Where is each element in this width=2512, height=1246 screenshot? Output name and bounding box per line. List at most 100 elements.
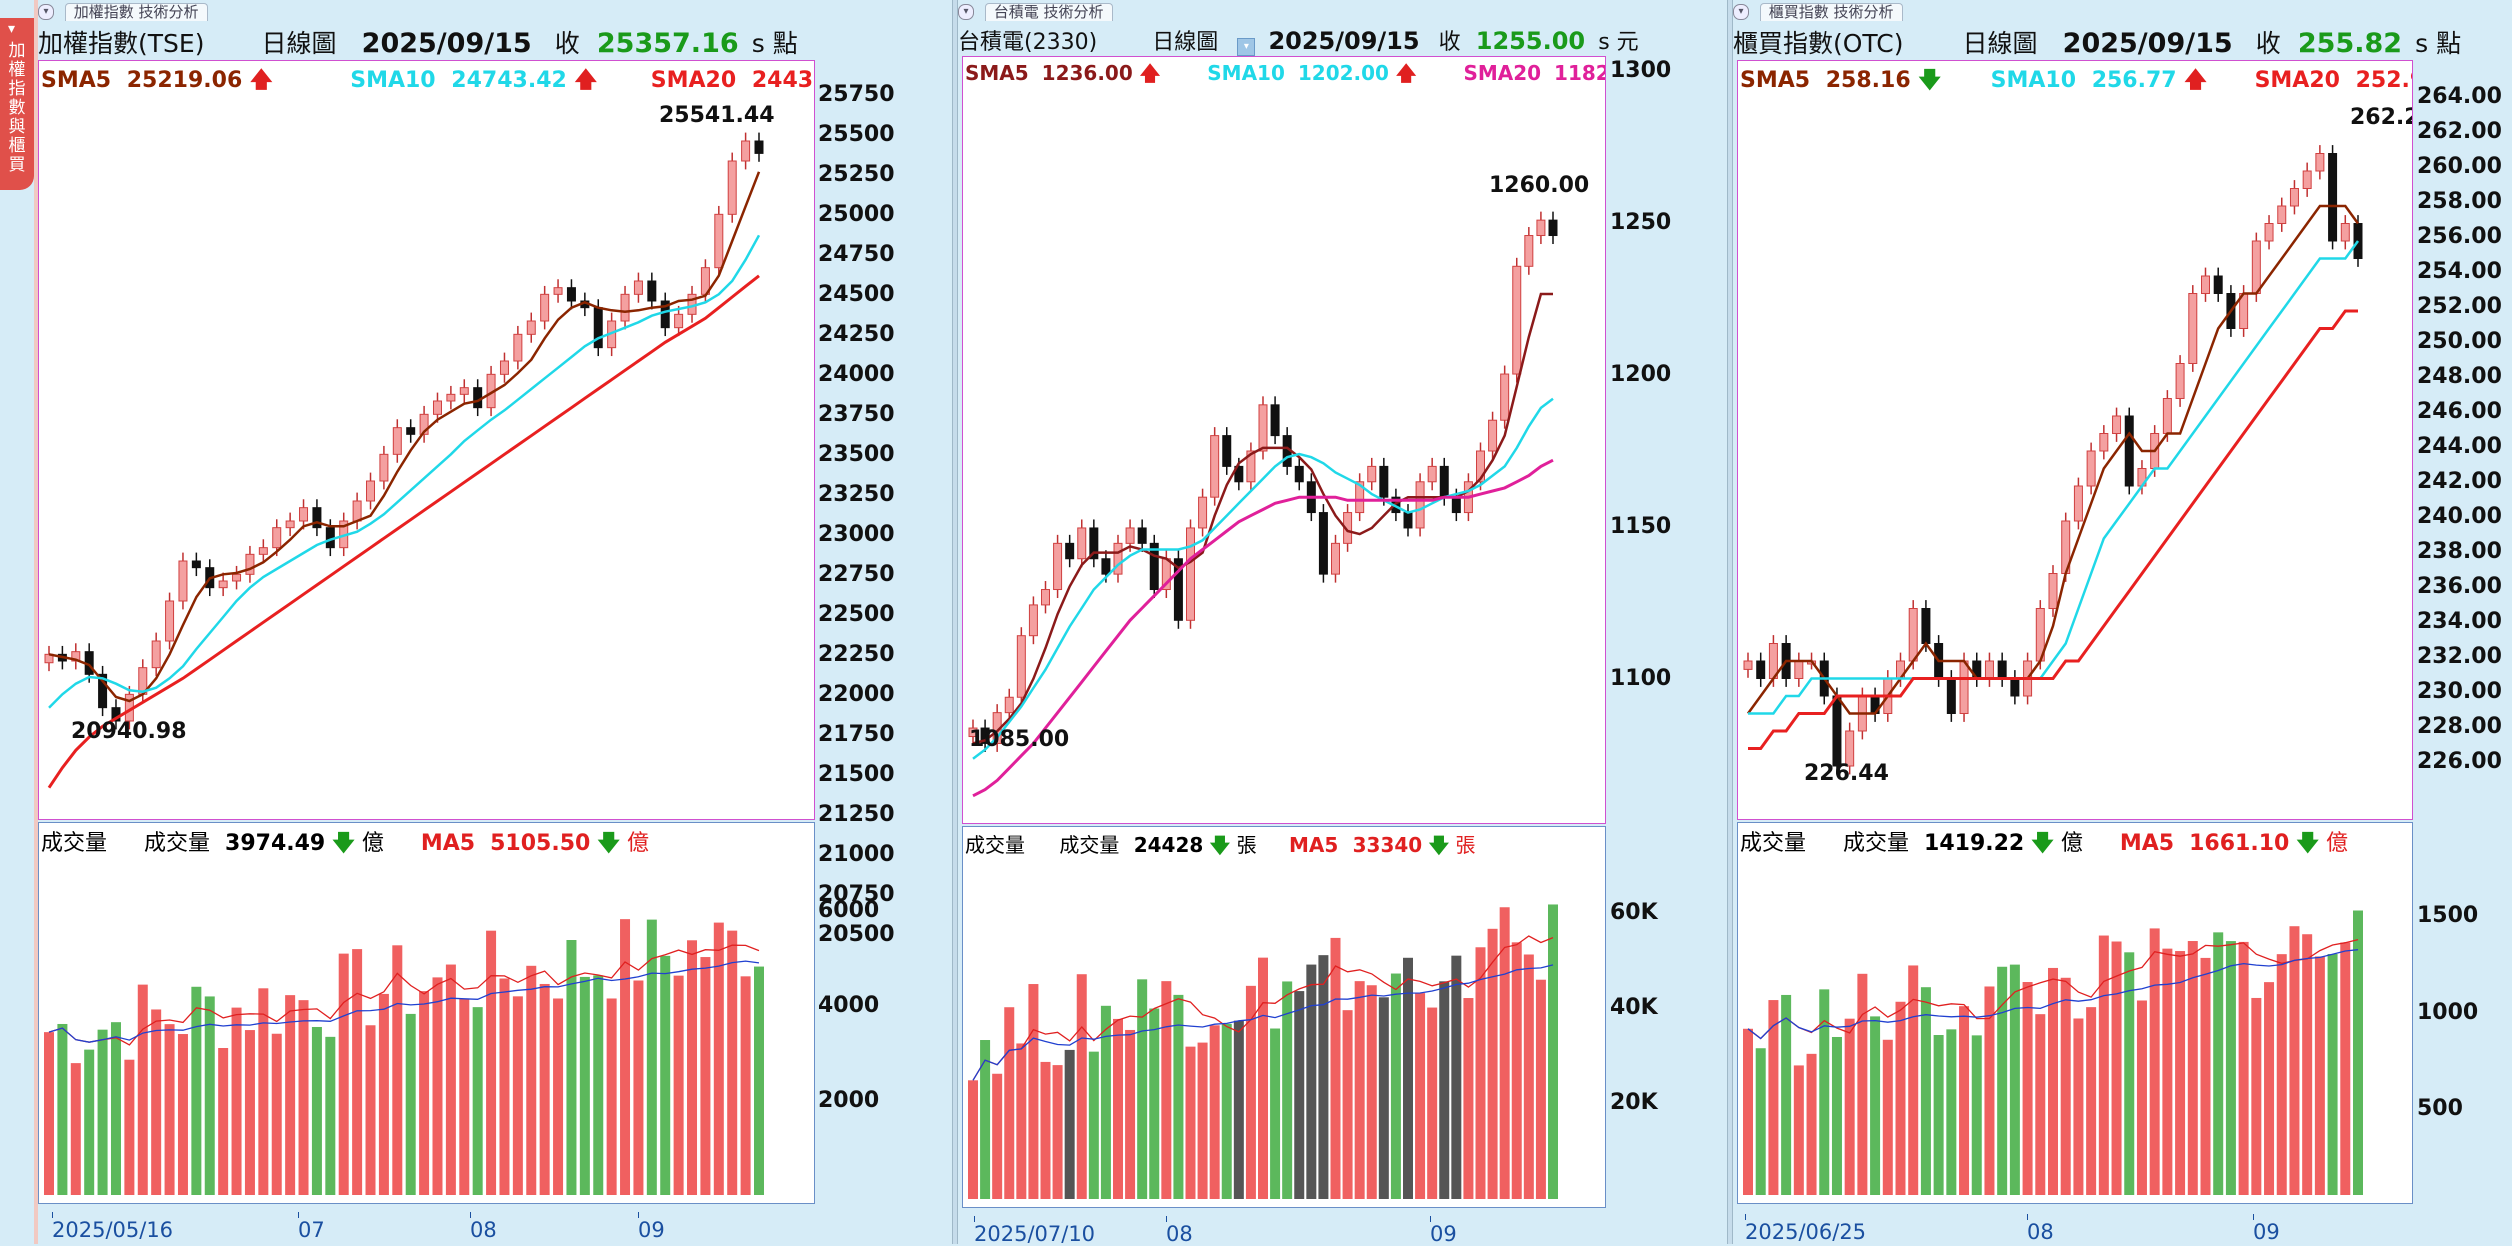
date-value[interactable]: 2025/09/15	[1268, 27, 1420, 55]
candle-body	[1149, 542, 1159, 591]
price-tick-label: 23750	[818, 402, 895, 427]
volume-bar	[472, 1007, 483, 1195]
price-tick-label: 226.00	[2417, 749, 2502, 774]
candle-body	[2048, 573, 2058, 609]
volume-bar	[1245, 985, 1256, 1199]
panel-splitter-1[interactable]	[952, 0, 958, 1244]
candle-body	[1222, 435, 1232, 467]
volume-bar	[2238, 941, 2249, 1195]
period-label[interactable]: 日線圖	[1152, 30, 1219, 55]
period-label[interactable]: 日線圖	[261, 29, 337, 58]
price-tick-label: 24750	[818, 242, 895, 267]
volume-bar	[1844, 1018, 1855, 1195]
sma-line-sma20	[972, 458, 1554, 798]
price-tick-label: 238.00	[2417, 539, 2502, 564]
tab-technical[interactable]: 櫃買指數 技術分析	[1759, 2, 1903, 21]
low-label: 226.44	[1804, 761, 1889, 786]
side-tab[interactable]: ▾ 加權指數與櫃買	[0, 18, 34, 190]
symbol-name[interactable]: 台積電(2330)	[958, 30, 1098, 55]
volume-ma-value: 5105.50	[490, 831, 591, 856]
volume-bar	[365, 1025, 376, 1195]
candle-body	[2315, 153, 2325, 172]
volume-bar	[1004, 1007, 1015, 1199]
price-tick-label: 22750	[818, 562, 895, 587]
volume-ma-unit: 億	[626, 831, 649, 856]
volume-bar	[2327, 954, 2338, 1195]
candle-body	[1041, 589, 1050, 606]
panel-tse: ▾ 加權指數 技術分析 加權指數(TSE) 日線圖 2025/09/15 收 2…	[38, 0, 952, 1244]
volume-ma-value: 1661.10	[2189, 831, 2290, 856]
volume-bar	[727, 930, 738, 1195]
volume-bar	[660, 955, 671, 1195]
volume-bar	[579, 976, 590, 1195]
price-chart[interactable]: SMA5 1236.00 🡅 SMA10 1202.00 🡅 SMA20 118…	[962, 56, 1606, 824]
volume-bar	[70, 1063, 81, 1195]
tab-menu-icon[interactable]: ▾	[38, 3, 54, 20]
panel-tabbar: ▾ 櫃買指數 技術分析	[1733, 2, 1903, 21]
candle-body	[727, 160, 737, 215]
date-value[interactable]: 2025/09/15	[2062, 28, 2233, 59]
candle-body	[1946, 678, 1956, 714]
volume-bar	[553, 998, 564, 1195]
volume-bar	[392, 945, 403, 1195]
candle-body	[1343, 512, 1353, 544]
volume-bar	[1895, 1001, 1906, 1195]
panel-otc: ▾ 櫃買指數 技術分析 櫃買指數(OTC) 日線圖 2025/09/15 收 2…	[1733, 0, 2512, 1244]
volume-bar	[459, 998, 470, 1195]
left-strip	[34, 0, 38, 1244]
volume-label: 成交量	[1843, 831, 1910, 856]
sma10-value: 24743.42	[451, 68, 567, 93]
volume-bar	[1221, 1023, 1232, 1199]
volume-bar	[1819, 989, 1830, 1195]
price-chart[interactable]: SMA5 25219.06 🡅 SMA10 24743.42 🡅 SMA20 2…	[38, 60, 815, 820]
date-value[interactable]: 2025/09/15	[361, 28, 532, 59]
price-tick-label: 21000	[818, 842, 895, 867]
tab-technical[interactable]: 台積電 技術分析	[984, 2, 1113, 21]
volume-value: 3974.49	[225, 831, 326, 856]
volume-tick-label: 1500	[2417, 903, 2479, 928]
volume-bar	[1125, 1029, 1136, 1199]
price-tick-label: 24500	[818, 282, 895, 307]
sma-line-sma20	[47, 274, 760, 789]
volume-tick-label: 60K	[1610, 900, 1658, 925]
tab-technical[interactable]: 加權指數 技術分析	[64, 2, 208, 21]
panel-splitter-2[interactable]	[1727, 0, 1733, 1244]
volume-chart[interactable]: 成交量 成交量 3974.49 🡇 億 MA5 5105.50 🡇 億	[38, 822, 815, 1204]
candle-body	[553, 287, 563, 295]
volume-bar	[311, 1026, 322, 1195]
candle-body	[1113, 542, 1123, 575]
sma-legend: SMA5 25219.06 🡅 SMA10 24743.42 🡅 SMA20 2…	[41, 63, 814, 93]
volume-bar	[499, 978, 510, 1195]
volume-bar	[526, 965, 537, 1195]
price-tick-label: 240.00	[2417, 504, 2502, 529]
period-label[interactable]: 日線圖	[1962, 29, 2038, 58]
candle-body	[1845, 730, 1855, 767]
calendar-icon[interactable]: ▾	[1237, 38, 1256, 56]
volume-bar	[218, 1048, 229, 1195]
volume-bar	[191, 986, 202, 1195]
volume-chart[interactable]: 成交量 成交量 1419.22 🡇 億 MA5 1661.10 🡇 億	[1737, 822, 2413, 1204]
symbol-name[interactable]: 加權指數(TSE)	[38, 29, 205, 58]
tab-menu-icon[interactable]: ▾	[1733, 3, 1749, 20]
tab-menu-icon[interactable]: ▾	[958, 3, 974, 20]
volume-chart[interactable]: 成交量 成交量 24428 🡇 張 MA5 33340 🡇 張	[962, 826, 1606, 1208]
candle-body	[473, 387, 483, 409]
sma-line-sma5	[972, 292, 1553, 745]
price-chart[interactable]: SMA5 258.16 🡇 SMA10 256.77 🡅 SMA20 252.9…	[1737, 60, 2413, 820]
candle-body	[1367, 465, 1377, 483]
volume-bar	[2276, 954, 2287, 1195]
side-tab-arrow[interactable]: ▾	[8, 21, 16, 37]
volume-bar	[700, 957, 711, 1195]
volume-bar	[2213, 932, 2224, 1195]
volume-tick-label: 2000	[818, 1088, 880, 1113]
candle-body	[165, 600, 175, 642]
candle-body	[1743, 660, 1753, 670]
volume-bar	[177, 1034, 188, 1195]
sma-line-sma5	[1746, 204, 2360, 715]
sma10-value: 1202.00	[1297, 61, 1389, 85]
price-tick-label: 1250	[1610, 210, 1672, 235]
volume-bar	[1330, 937, 1341, 1199]
candle-body	[1427, 465, 1437, 483]
panel-tabbar: ▾ 加權指數 技術分析	[38, 2, 208, 21]
symbol-name[interactable]: 櫃買指數(OTC)	[1733, 29, 1904, 58]
